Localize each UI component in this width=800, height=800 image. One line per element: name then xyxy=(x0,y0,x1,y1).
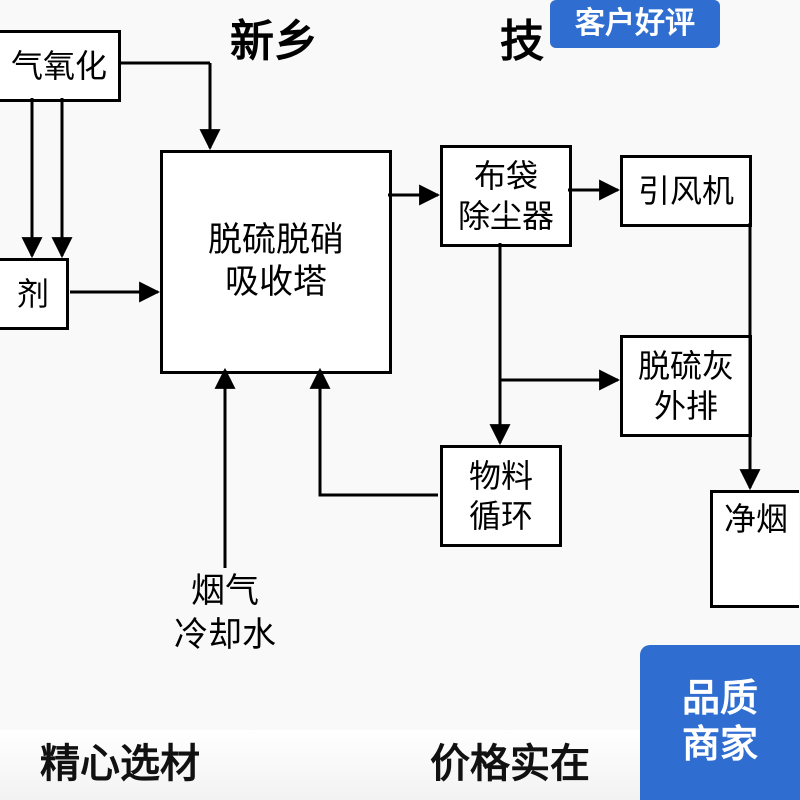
node-ash-l1: 脱硫灰 xyxy=(638,346,734,386)
node-fan: 引风机 xyxy=(620,155,752,227)
node-recy-l1: 物料 xyxy=(469,456,533,496)
node-recycle: 物料 循环 xyxy=(440,445,562,547)
node-recy-l2: 循环 xyxy=(469,496,533,536)
badge-bottom-l2: 商家 xyxy=(682,723,758,769)
label-cooling-water: 烟气 冷却水 xyxy=(160,570,290,658)
node-ash: 脱硫灰 外排 xyxy=(620,335,752,437)
node-absorption-tower: 脱硫脱硝 吸收塔 xyxy=(160,150,392,374)
node-tower-l1: 脱硫脱硝 xyxy=(208,220,344,263)
strip-left: 精心选材 xyxy=(40,738,200,790)
node-ash-l2: 外排 xyxy=(654,386,718,426)
node-agent: 剂 xyxy=(0,258,69,330)
label-cool-l1: 烟气 xyxy=(191,573,259,610)
page-title-right: 技 xyxy=(500,5,544,69)
label-cool-l2: 冷却水 xyxy=(174,617,276,654)
strip-right: 价格实在 xyxy=(430,738,590,790)
node-bag-filter: 布袋 除尘器 xyxy=(440,145,572,247)
page-title-left: 新乡 xyxy=(230,5,318,69)
node-tower-l2: 吸收塔 xyxy=(225,262,327,305)
diagram-stage: 客户好评 新乡 技 气氧化 剂 脱硫脱硝 吸收塔 布袋 除尘器 引风机 脱硫灰 … xyxy=(0,0,800,800)
node-clean-gas: 净烟 xyxy=(710,490,799,608)
node-bag-l2: 除尘器 xyxy=(458,196,554,236)
badge-bottom-l1: 品质 xyxy=(682,677,758,723)
node-oxidation: 气氧化 xyxy=(0,30,121,102)
badge-bottom: 品质 商家 xyxy=(640,645,800,800)
node-bag-l1: 布袋 xyxy=(474,156,538,196)
badge-top: 客户好评 xyxy=(550,0,720,48)
